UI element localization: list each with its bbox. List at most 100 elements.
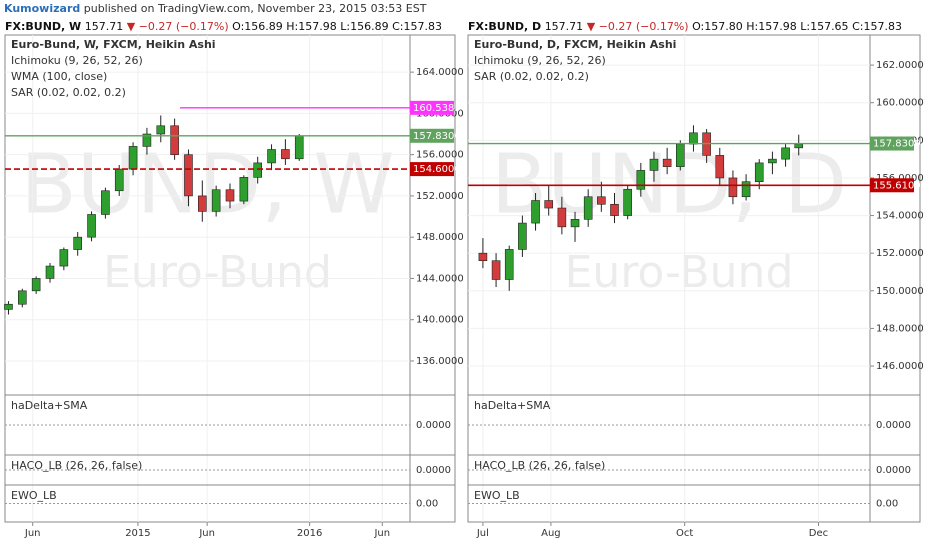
candle-body <box>715 155 725 179</box>
candle-body <box>59 249 69 267</box>
candle-body <box>170 125 179 155</box>
ohlc-value: L:157.65 <box>800 20 848 33</box>
candle-body <box>623 188 632 216</box>
candle-body <box>101 190 110 215</box>
price-label-box <box>410 162 454 177</box>
ohlc-value: H:157.98 <box>286 20 336 33</box>
candle-body <box>198 195 207 212</box>
candle-body <box>649 158 659 171</box>
price-label-box <box>870 178 914 193</box>
candle-body <box>781 147 790 160</box>
ohlc-value: C:157.83 <box>392 20 442 33</box>
study-label: Ichimoku (9, 26, 52, 26) <box>474 54 606 67</box>
panel-label: EWO_LB <box>474 489 520 502</box>
ohlc-value: L:156.89 <box>340 20 388 33</box>
x-tick-label: Jul <box>476 528 489 539</box>
panel-frame <box>467 34 921 523</box>
study-label: Euro-Bund, D, FXCM, Heikin Ashi <box>474 38 676 51</box>
panel-label: haDelta+SMA <box>474 399 551 412</box>
x-tick-label: Oct <box>676 528 693 539</box>
ohlc-value: O:156.89 <box>232 20 283 33</box>
price-change: ▼ −0.27 (−0.17%) <box>127 20 229 33</box>
candle-body <box>114 168 124 192</box>
x-tick-label: Dec <box>809 528 828 539</box>
last-price: 157.71 <box>85 20 124 33</box>
study-label: Euro-Bund, W, FXCM, Heikin Ashi <box>11 38 216 51</box>
candle-body <box>544 200 554 209</box>
candle-body <box>597 196 606 205</box>
price-label-box <box>410 128 454 143</box>
candle-body <box>478 252 488 262</box>
symbol-legend: FX:BUND, W 157.71 ▼ −0.27 (−0.17%) O:156… <box>5 20 442 33</box>
candle-body <box>662 158 672 167</box>
candle-body <box>142 133 152 147</box>
panel-zero-label: 0.0000 <box>876 420 911 431</box>
y-tick-label: 148.0000 <box>416 232 464 243</box>
candle-body <box>675 143 685 167</box>
y-tick-label: 148.0000 <box>876 323 924 334</box>
x-tick-label: Jun <box>198 528 215 539</box>
candle-body <box>689 132 698 145</box>
header: Kumowizard published on TradingView.com,… <box>4 2 427 15</box>
panel-label: HACO_LB (26, 26, false) <box>11 459 142 472</box>
y-tick-label: 144.0000 <box>416 273 464 284</box>
panel-zero-label: 0.0000 <box>416 420 451 431</box>
price-label-box <box>870 136 914 151</box>
y-tick-label: 156.0000 <box>416 150 464 161</box>
candle-body <box>45 265 55 279</box>
y-tick-label: 146.0000 <box>876 361 924 372</box>
candle-body <box>504 249 514 280</box>
candle-body <box>253 162 262 178</box>
candle-body <box>794 143 804 149</box>
candle-body <box>18 290 27 305</box>
watermark-sub: Euro-Bund <box>103 247 332 298</box>
y-tick-label: 160.0000 <box>876 98 924 109</box>
y-tick-label: 136.0000 <box>416 356 464 367</box>
candle-body <box>728 177 738 198</box>
last-price: 157.71 <box>545 20 584 33</box>
y-tick-label: 162.0000 <box>876 60 924 71</box>
price-label-box <box>410 100 454 115</box>
candle-body <box>557 207 567 228</box>
candle-body <box>73 236 82 250</box>
candle-body <box>87 214 96 238</box>
symbol: FX:BUND, D <box>468 20 541 33</box>
y-tick-label: 140.0000 <box>416 315 464 326</box>
candle-body <box>610 203 619 216</box>
price-change: ▼ −0.27 (−0.17%) <box>587 20 689 33</box>
candle-body <box>267 149 276 164</box>
y-tick-label: 152.0000 <box>416 191 464 202</box>
candle-body <box>156 125 166 135</box>
header-text: published on TradingView.com, November 2… <box>80 2 426 15</box>
x-tick-label: Jun <box>24 528 41 539</box>
panel-zero-label: 0.00 <box>876 499 898 510</box>
y-tick-label: 164.0000 <box>416 67 464 78</box>
candle-body <box>768 158 777 164</box>
candle-body <box>583 196 593 220</box>
candle-body <box>128 146 138 170</box>
candle-body <box>491 260 501 280</box>
ohlc-value: C:157.83 <box>852 20 902 33</box>
candle-body <box>211 189 221 212</box>
candle-body <box>741 181 751 198</box>
candle-body <box>281 149 290 160</box>
candle-body <box>31 278 41 292</box>
panel-label: HACO_LB (26, 26, false) <box>474 459 605 472</box>
author[interactable]: Kumowizard <box>4 2 80 15</box>
study-label: SAR (0.02, 0.02, 0.2) <box>474 70 589 83</box>
candle-body <box>239 177 249 202</box>
ohlc-value: O:157.80 <box>692 20 743 33</box>
panel-zero-label: 0.00 <box>416 499 438 510</box>
x-tick-label: 2015 <box>125 528 150 539</box>
price-label: 154.6000 <box>413 164 461 175</box>
price-label: 160.5385 <box>413 103 461 114</box>
panel-label: haDelta+SMA <box>11 399 88 412</box>
x-tick-label: Jun <box>373 528 390 539</box>
candle-body <box>4 303 13 310</box>
y-tick-label: 152.0000 <box>876 248 924 259</box>
x-tick-label: 2016 <box>297 528 322 539</box>
panel-zero-label: 0.0000 <box>876 465 911 476</box>
study-label: Ichimoku (9, 26, 52, 26) <box>11 54 143 67</box>
symbol: FX:BUND, W <box>5 20 81 33</box>
